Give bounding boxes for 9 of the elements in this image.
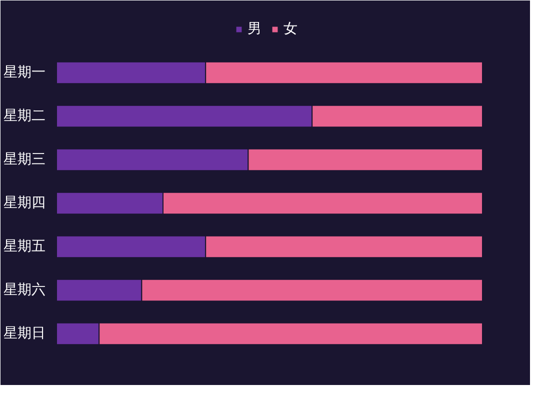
y-tick-label: 星期日 bbox=[4, 326, 46, 342]
legend-label: 男 bbox=[248, 20, 262, 38]
y-tick-label: 星期三 bbox=[4, 152, 46, 168]
legend-label: 女 bbox=[284, 20, 298, 38]
y-tick-label: 星期二 bbox=[4, 108, 46, 124]
y-tick-label: 星期六 bbox=[4, 282, 46, 298]
y-tick-label: 星期四 bbox=[4, 195, 46, 212]
y-tick-label: 星期一 bbox=[4, 64, 46, 81]
y-tick-label: 星期五 bbox=[4, 238, 46, 255]
